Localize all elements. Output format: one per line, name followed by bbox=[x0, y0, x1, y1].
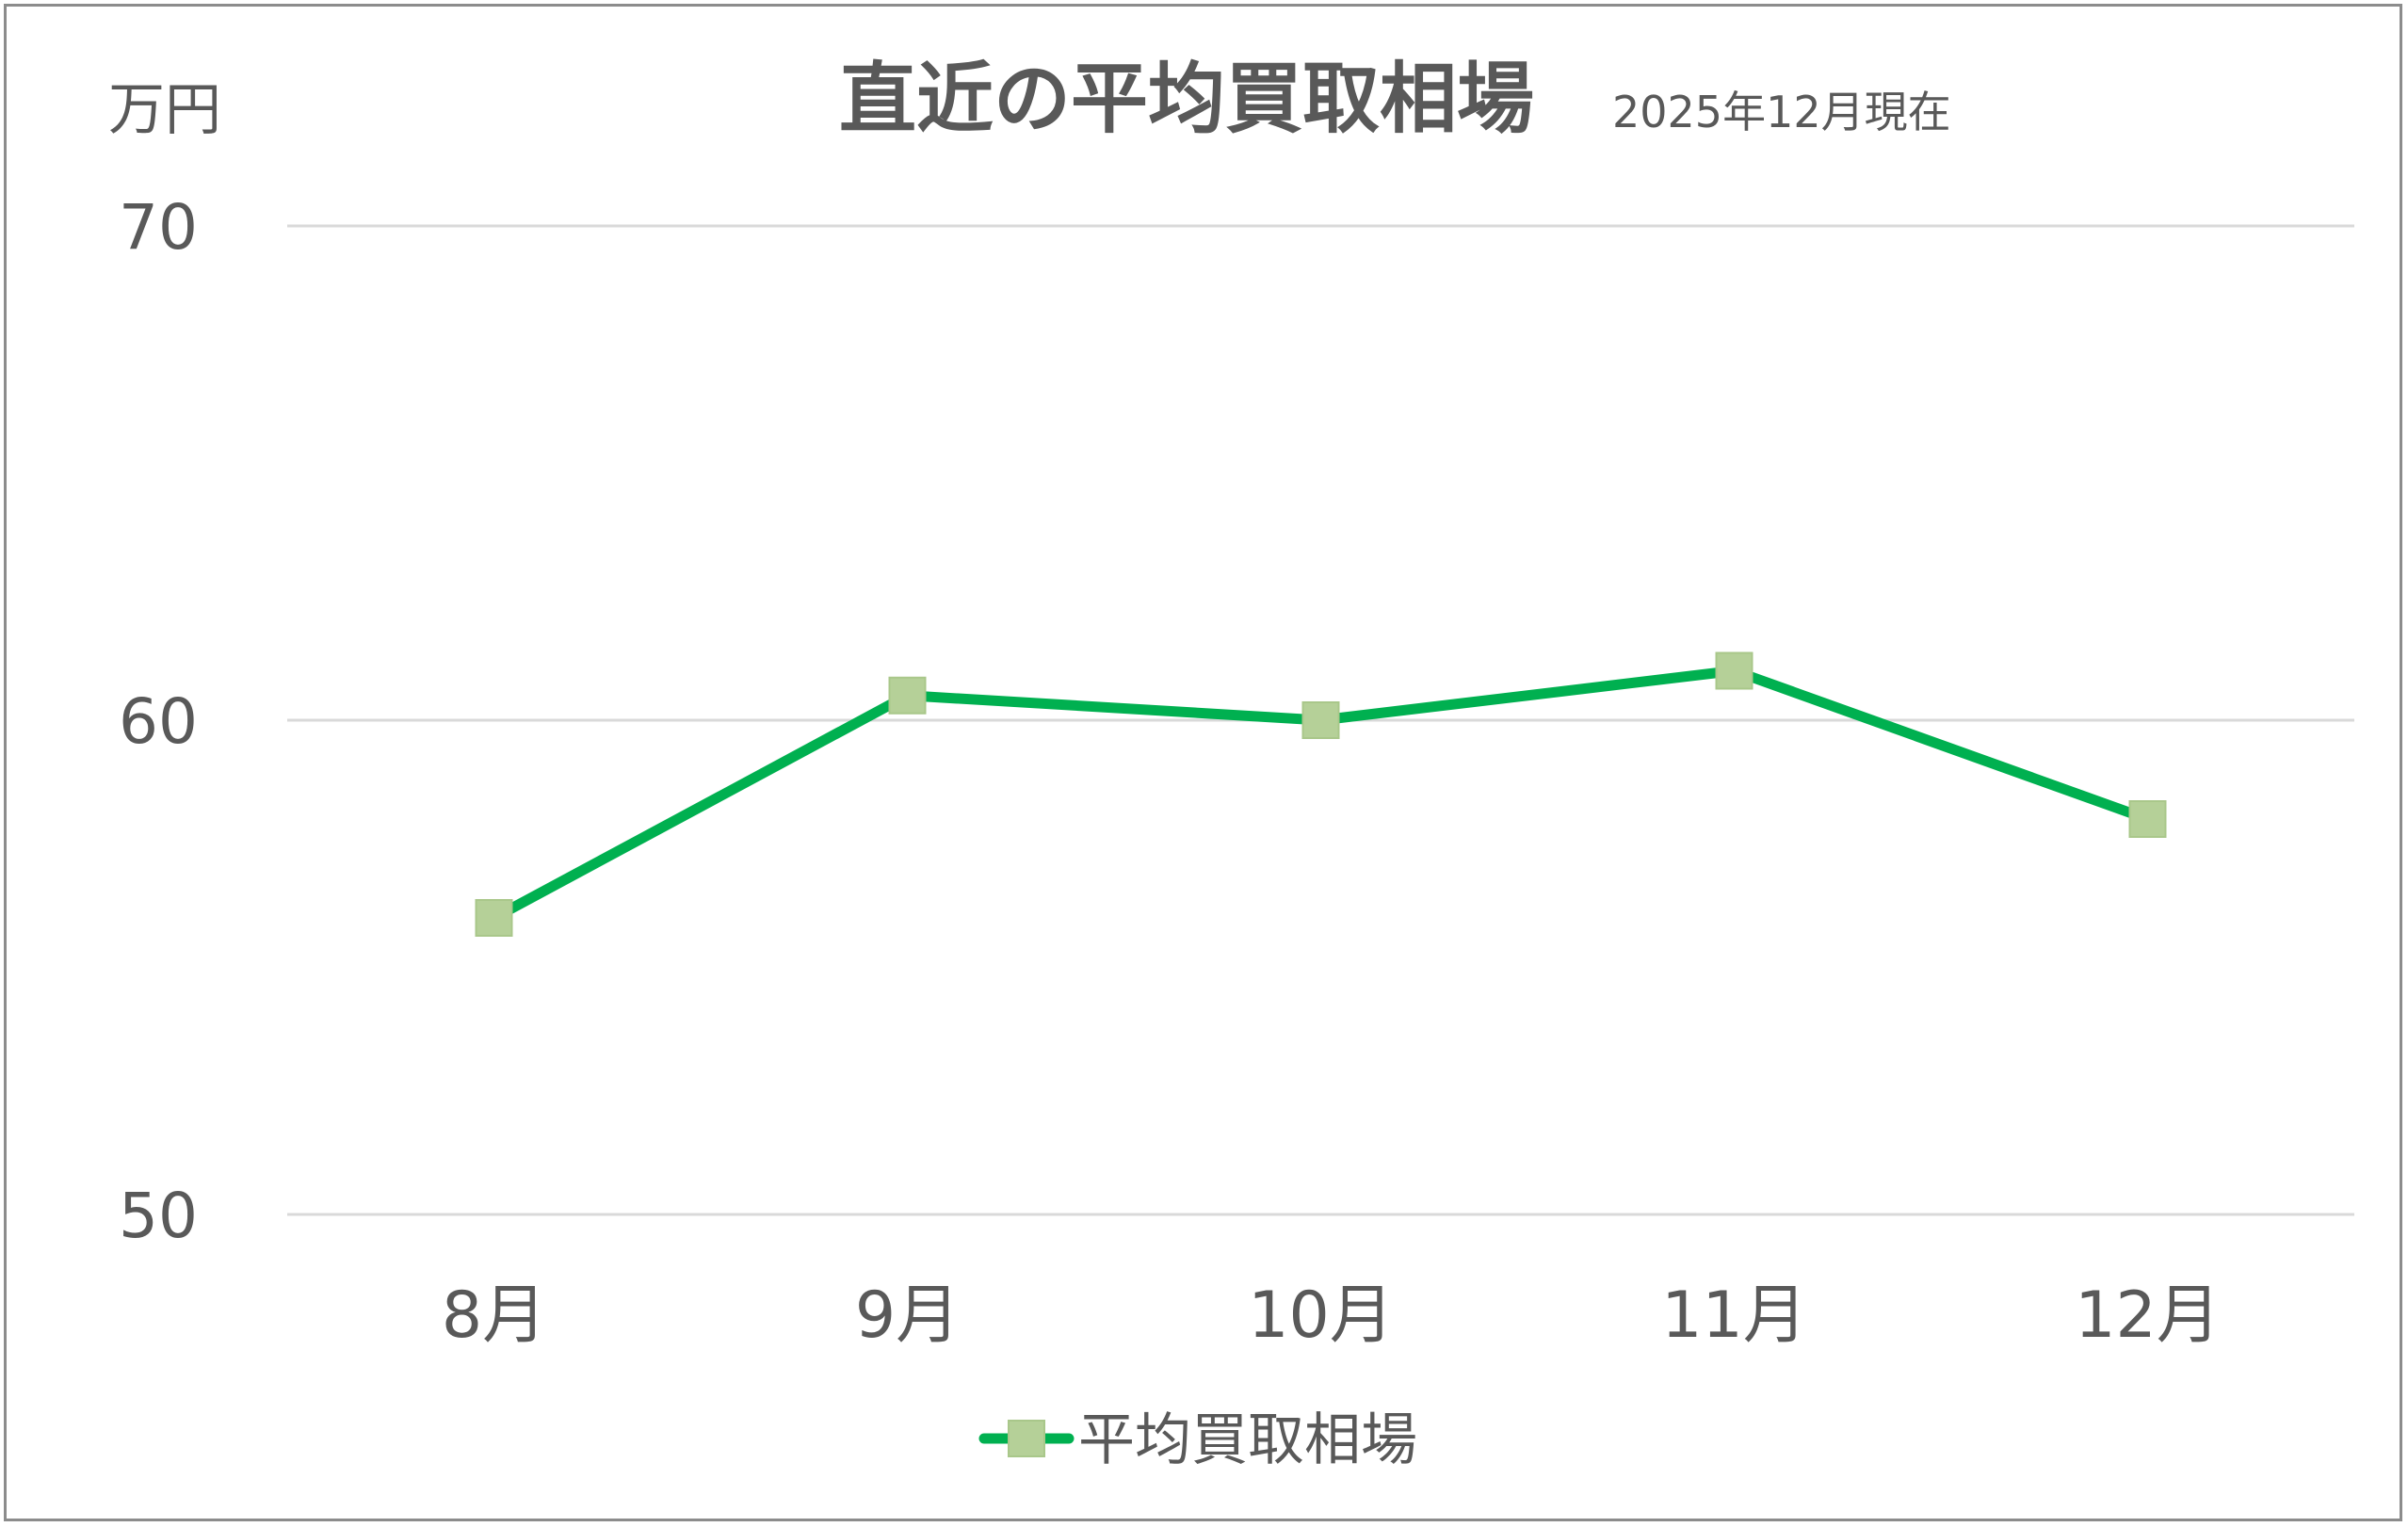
x-tick-2: 9月 bbox=[855, 1278, 960, 1353]
y-tick-60: 60 bbox=[119, 685, 198, 758]
x-tick-4: 11月 bbox=[1661, 1278, 1807, 1353]
y-axis-label: 万円 bbox=[108, 77, 221, 143]
y-tick-labels: 50 60 70 bbox=[119, 191, 198, 1252]
x-tick-labels: 8月 9月 10月 11月 12月 bbox=[442, 1278, 2221, 1353]
data-point-4 bbox=[1715, 651, 1753, 690]
data-point-2 bbox=[888, 676, 927, 715]
y-tick-50: 50 bbox=[119, 1180, 198, 1252]
legend-label: 平均買取相場 bbox=[1078, 1407, 1417, 1473]
x-tick-3: 10月 bbox=[1248, 1278, 1394, 1353]
chart-subtitle: 2025年12月現在 bbox=[1612, 87, 1951, 137]
y-tick-70: 70 bbox=[119, 191, 198, 264]
data-point-5 bbox=[2128, 800, 2167, 838]
legend-marker bbox=[1008, 1420, 1045, 1457]
chart-title: 直近の平均買取相場 bbox=[839, 55, 1534, 144]
series-layer bbox=[475, 651, 2167, 937]
x-tick-5: 12月 bbox=[2075, 1278, 2221, 1353]
legend: 平均買取相場 bbox=[978, 1407, 1417, 1473]
data-point-1 bbox=[475, 899, 513, 937]
x-tick-1: 8月 bbox=[442, 1278, 546, 1353]
data-point-3 bbox=[1301, 701, 1340, 739]
